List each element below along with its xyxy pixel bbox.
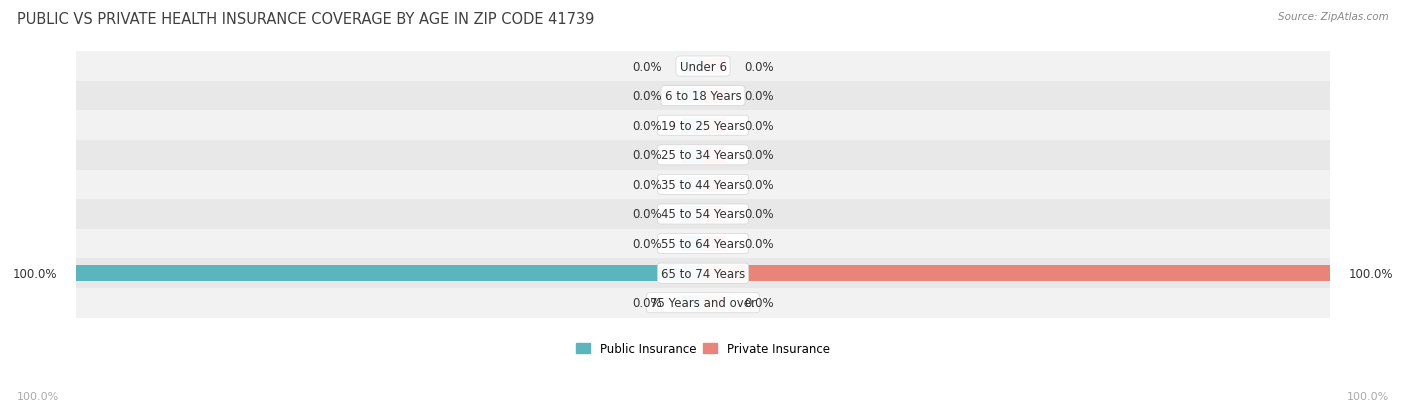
Bar xyxy=(76,288,1330,318)
Bar xyxy=(681,177,703,192)
Bar xyxy=(681,236,703,252)
Bar xyxy=(681,118,703,133)
Bar xyxy=(76,229,1330,259)
Bar xyxy=(681,89,703,104)
Text: 0.0%: 0.0% xyxy=(744,178,773,192)
Text: 0.0%: 0.0% xyxy=(744,237,773,250)
Bar xyxy=(681,295,703,311)
Bar xyxy=(681,59,703,75)
Text: 45 to 54 Years: 45 to 54 Years xyxy=(661,208,745,221)
Text: 0.0%: 0.0% xyxy=(633,90,662,103)
Text: 100.0%: 100.0% xyxy=(1347,391,1389,401)
Text: 0.0%: 0.0% xyxy=(633,208,662,221)
Text: 0.0%: 0.0% xyxy=(744,297,773,309)
Bar xyxy=(76,259,1330,288)
Bar xyxy=(703,295,725,311)
Text: 0.0%: 0.0% xyxy=(633,297,662,309)
Bar xyxy=(76,82,1330,111)
Text: 0.0%: 0.0% xyxy=(633,237,662,250)
Text: 75 Years and over: 75 Years and over xyxy=(650,297,756,309)
Text: 0.0%: 0.0% xyxy=(633,178,662,192)
Bar xyxy=(703,118,725,133)
Text: 55 to 64 Years: 55 to 64 Years xyxy=(661,237,745,250)
Text: 0.0%: 0.0% xyxy=(744,90,773,103)
Bar xyxy=(76,141,1330,170)
Text: 0.0%: 0.0% xyxy=(744,149,773,162)
Text: 0.0%: 0.0% xyxy=(633,60,662,74)
Text: 65 to 74 Years: 65 to 74 Years xyxy=(661,267,745,280)
Bar xyxy=(76,200,1330,229)
Bar xyxy=(703,148,725,163)
Text: 0.0%: 0.0% xyxy=(744,119,773,133)
Bar xyxy=(703,89,725,104)
Bar xyxy=(703,236,725,252)
Bar xyxy=(703,266,1330,281)
Text: 0.0%: 0.0% xyxy=(633,149,662,162)
Bar xyxy=(681,148,703,163)
Bar xyxy=(703,177,725,192)
Bar xyxy=(76,266,703,281)
Bar xyxy=(703,59,725,75)
Bar xyxy=(76,52,1330,82)
Text: 19 to 25 Years: 19 to 25 Years xyxy=(661,119,745,133)
Text: 0.0%: 0.0% xyxy=(744,60,773,74)
Text: 35 to 44 Years: 35 to 44 Years xyxy=(661,178,745,192)
Bar xyxy=(681,207,703,222)
Text: Under 6: Under 6 xyxy=(679,60,727,74)
Text: 100.0%: 100.0% xyxy=(17,391,59,401)
Text: 25 to 34 Years: 25 to 34 Years xyxy=(661,149,745,162)
Text: 0.0%: 0.0% xyxy=(633,119,662,133)
Legend: Public Insurance, Private Insurance: Public Insurance, Private Insurance xyxy=(571,337,835,360)
Text: 100.0%: 100.0% xyxy=(13,267,58,280)
Bar xyxy=(76,170,1330,200)
Bar xyxy=(703,207,725,222)
Text: 100.0%: 100.0% xyxy=(1348,267,1393,280)
Text: 0.0%: 0.0% xyxy=(744,208,773,221)
Text: PUBLIC VS PRIVATE HEALTH INSURANCE COVERAGE BY AGE IN ZIP CODE 41739: PUBLIC VS PRIVATE HEALTH INSURANCE COVER… xyxy=(17,12,595,27)
Text: 6 to 18 Years: 6 to 18 Years xyxy=(665,90,741,103)
Bar xyxy=(76,111,1330,141)
Text: Source: ZipAtlas.com: Source: ZipAtlas.com xyxy=(1278,12,1389,22)
